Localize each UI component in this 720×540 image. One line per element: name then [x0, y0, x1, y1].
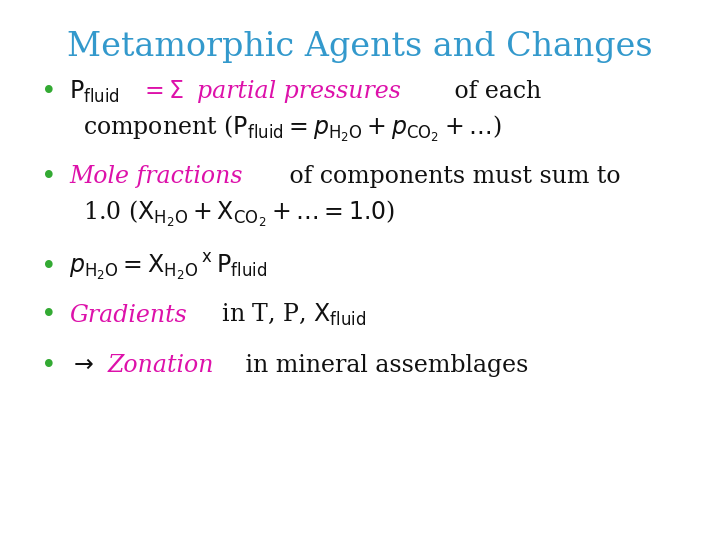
- Text: in mineral assemblages: in mineral assemblages: [238, 354, 528, 377]
- Text: •: •: [41, 79, 57, 105]
- Text: Mole fractions: Mole fractions: [69, 165, 243, 188]
- Text: of components must sum to: of components must sum to: [282, 165, 621, 188]
- Text: $\rightarrow$: $\rightarrow$: [69, 354, 100, 377]
- Text: component ($\mathrm{P_{fluid}} = \mathit{p}_{\mathrm{H_2O}} + \mathit{p}_{\mathr: component ($\mathrm{P_{fluid}} = \mathit…: [83, 114, 501, 144]
- Text: of each: of each: [447, 80, 541, 103]
- Text: partial pressures: partial pressures: [197, 80, 401, 103]
- Text: Gradients: Gradients: [69, 303, 187, 327]
- Text: in T, P, $\mathrm{X_{fluid}}$: in T, P, $\mathrm{X_{fluid}}$: [214, 302, 366, 328]
- Text: 1.0 ($\mathrm{X_{H_2O}} + \mathrm{X_{CO_2}} + \ldots = 1.0$): 1.0 ($\mathrm{X_{H_2O}} + \mathrm{X_{CO_…: [83, 199, 395, 230]
- Text: $\mathit{p}_{\mathrm{H_2O}} = \mathrm{X_{H_2O}}\,^{\mathrm{x}}\,\mathrm{P_{fluid: $\mathit{p}_{\mathrm{H_2O}} = \mathrm{X_…: [69, 252, 268, 283]
- Text: Metamorphic Agents and Changes: Metamorphic Agents and Changes: [67, 31, 653, 63]
- Text: •: •: [41, 254, 57, 280]
- Text: Zonation: Zonation: [107, 354, 214, 377]
- Text: •: •: [41, 164, 57, 190]
- Text: •: •: [41, 353, 57, 379]
- Text: $\mathrm{P_{fluid}}$: $\mathrm{P_{fluid}}$: [69, 79, 120, 105]
- Text: $= \Sigma$: $= \Sigma$: [132, 80, 185, 103]
- Text: •: •: [41, 302, 57, 328]
